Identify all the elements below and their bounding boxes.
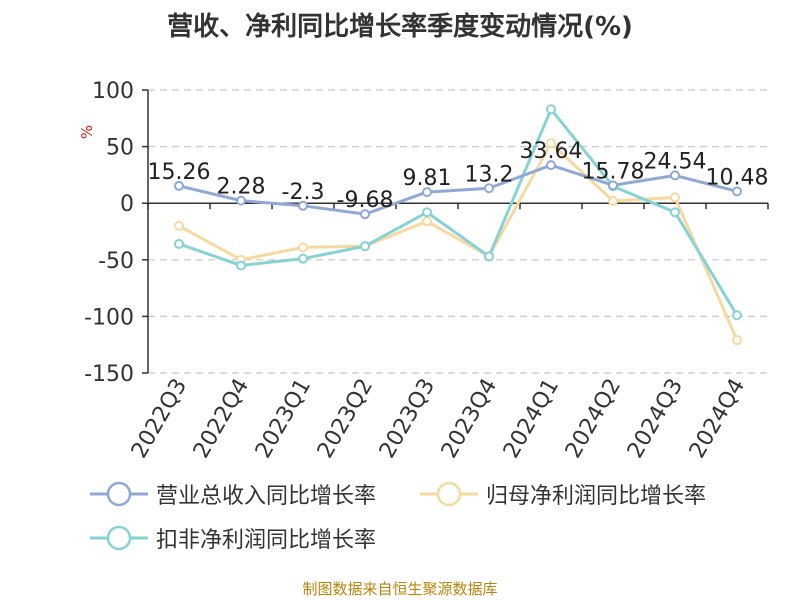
legend-item-revenue[interactable]: 营业总收入同比增长率 <box>88 474 376 514</box>
data-point <box>236 195 246 206</box>
grid-lines <box>148 89 768 374</box>
data-label: 9.81 <box>403 166 452 191</box>
data-point <box>360 241 370 252</box>
axes: 100500-50-100-150%2022Q32022Q42023Q12023… <box>78 79 769 463</box>
legend-marker-net-profit <box>420 481 478 507</box>
data-point <box>546 138 556 149</box>
data-label: 2.28 <box>217 175 266 200</box>
data-point <box>546 160 556 171</box>
y-tick-label: -100 <box>84 305 134 330</box>
data-label: 13.2 <box>465 162 514 187</box>
data-point <box>174 238 184 249</box>
data-label: 24.54 <box>644 149 707 174</box>
data-label: 15.78 <box>582 159 645 184</box>
data-label: -2.3 <box>282 180 325 205</box>
data-point <box>608 180 618 191</box>
y-tick-label: -150 <box>84 362 134 387</box>
data-point <box>298 242 308 253</box>
legend-marker-deducted-profit <box>90 525 148 551</box>
data-point <box>174 180 184 191</box>
series-line-0 <box>178 163 738 216</box>
data-label: -9.68 <box>337 188 394 213</box>
x-tick-label: 2023Q1 <box>251 375 316 463</box>
y-axis-unit: % <box>78 125 96 139</box>
legend-marker-revenue <box>90 481 148 507</box>
legend-label-net-profit: 归母净利润同比增长率 <box>486 484 707 509</box>
data-point <box>422 216 432 227</box>
y-tick-label: 100 <box>92 79 134 104</box>
data-source-note: 制图数据来自恒生聚源数据库 <box>302 580 498 598</box>
x-tick-label: 2024Q3 <box>623 375 688 463</box>
y-tick-label: -50 <box>98 249 134 274</box>
data-point <box>360 209 370 220</box>
data-label: 33.64 <box>520 139 583 164</box>
data-point <box>732 310 742 321</box>
data-point <box>422 207 432 218</box>
x-tick-label: 2023Q4 <box>437 375 502 463</box>
x-tick-label: 2024Q2 <box>561 375 626 463</box>
x-tick-label: 2024Q1 <box>499 375 564 463</box>
data-label: 10.48 <box>706 165 769 190</box>
x-tick-label: 2023Q2 <box>313 375 378 463</box>
data-point <box>732 186 742 197</box>
x-tick-label: 2022Q4 <box>189 375 254 463</box>
data-point <box>484 251 494 262</box>
series-layer <box>174 104 742 346</box>
data-point <box>236 260 246 271</box>
data-label: 15.26 <box>148 160 211 185</box>
legend-label-deducted-profit: 扣非净利润同比增长率 <box>156 528 377 553</box>
data-point <box>298 253 308 264</box>
data-point <box>422 187 432 198</box>
y-tick-label: 0 <box>120 192 134 217</box>
x-tick-label: 2024Q4 <box>685 375 750 463</box>
data-point <box>670 192 680 203</box>
data-point <box>670 207 680 218</box>
x-tick-label: 2022Q3 <box>127 375 192 463</box>
series-line-2 <box>178 107 739 317</box>
legend-label-revenue: 营业总收入同比增长率 <box>156 484 377 509</box>
data-point <box>608 195 618 206</box>
data-point <box>174 220 184 231</box>
data-point <box>546 104 556 115</box>
chart-title: 营收、净利同比增长率季度变动情况(%) <box>167 12 633 42</box>
legend-item-net-profit[interactable]: 归母净利润同比增长率 <box>418 474 706 514</box>
data-point <box>732 335 742 346</box>
y-tick-label: 50 <box>106 136 134 161</box>
data-point <box>298 200 308 211</box>
data-point <box>670 170 680 181</box>
data-point <box>484 183 494 194</box>
legend-item-deducted-profit[interactable]: 扣非净利润同比增长率 <box>88 518 376 558</box>
x-tick-label: 2023Q3 <box>375 375 440 463</box>
